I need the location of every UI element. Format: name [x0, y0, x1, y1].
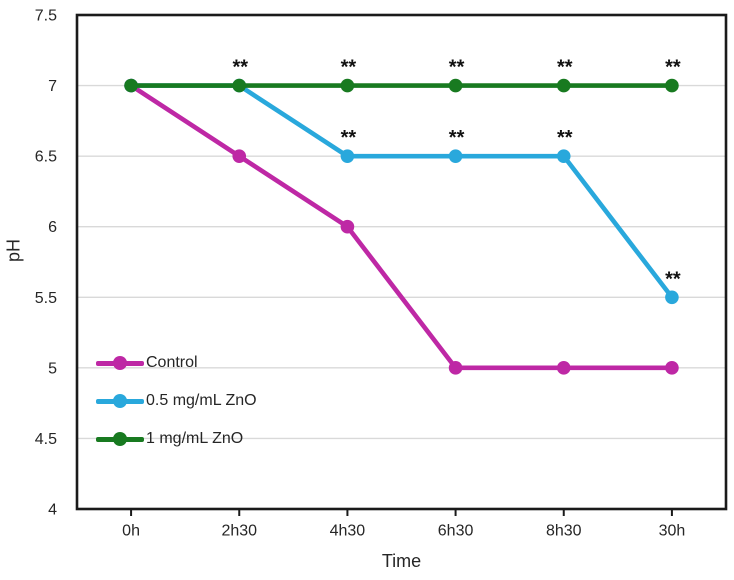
- y-tick-label: 6: [48, 219, 57, 236]
- data-point-0-5-mg-ml-zno-30h: [665, 290, 679, 305]
- legend-marker-dot: [113, 432, 127, 446]
- significance-marker-1-mg-ml-zno-2h30: **: [232, 57, 248, 79]
- y-axis-title: pH: [3, 239, 24, 263]
- data-point-1-mg-ml-zno-8h30: [556, 78, 571, 93]
- legend-label-control: Control: [146, 354, 198, 371]
- data-point-control-6h30: [448, 361, 463, 375]
- x-tick-label: 4h30: [330, 523, 366, 540]
- series-line-control: [128, 83, 675, 371]
- plot-border: [75, 13, 728, 511]
- x-tick-label: 6h30: [438, 523, 474, 540]
- data-point-1-mg-ml-zno-4h30: [340, 78, 355, 93]
- data-point-1-mg-ml-zno-30h: [665, 78, 679, 93]
- data-point-0-5-mg-ml-zno-4h30: [340, 149, 355, 163]
- significance-marker-0-5-mg-ml-zno-30h: **: [665, 268, 681, 290]
- y-tick-label: 4: [48, 502, 57, 519]
- legend-marker-dot: [113, 356, 127, 370]
- significance-marker-0-5-mg-ml-zno-8h30: **: [557, 127, 573, 149]
- y-tick-label: 5.5: [35, 290, 57, 307]
- significance-marker-1-mg-ml-zno-6h30: **: [449, 57, 465, 79]
- y-tick-label: 5: [48, 360, 57, 377]
- series-line-0-5-mg-ml-zno: [128, 83, 675, 300]
- data-point-control-8h30: [556, 361, 571, 375]
- x-tick-label: 8h30: [546, 523, 582, 540]
- legend-item-zno-1: 1 mg/mL ZnO: [96, 427, 257, 451]
- significance-marker-0-5-mg-ml-zno-4h30: **: [341, 127, 357, 149]
- legend: Control 0.5 mg/mL ZnO 1 mg/mL ZnO: [96, 351, 257, 451]
- data-point-0-5-mg-ml-zno-8h30: [556, 149, 571, 163]
- significance-marker-1-mg-ml-zno-8h30: **: [557, 57, 573, 79]
- y-tick-label: 7: [48, 78, 57, 95]
- legend-swatch-zno-1: [96, 427, 144, 451]
- legend-item-control: Control: [96, 351, 257, 375]
- data-point-control-4h30: [340, 219, 355, 234]
- data-point-control-30h: [665, 361, 679, 375]
- legend-item-zno-05: 0.5 mg/mL ZnO: [96, 389, 257, 413]
- legend-label-zno-1: 1 mg/mL ZnO: [146, 430, 244, 447]
- x-tick-label: 0h: [122, 523, 140, 540]
- legend-swatch-control: [96, 351, 144, 375]
- data-point-0-5-mg-ml-zno-6h30: [448, 149, 463, 163]
- legend-label-zno-05: 0.5 mg/mL ZnO: [146, 392, 257, 409]
- significance-marker-0-5-mg-ml-zno-6h30: **: [449, 127, 465, 149]
- data-point-control-2h30: [232, 149, 247, 163]
- y-tick-label: 4.5: [35, 431, 57, 448]
- y-tick-label: 7.5: [35, 8, 57, 25]
- x-tick-label: 30h: [659, 523, 686, 540]
- x-tick-label: 2h30: [221, 523, 257, 540]
- significance-marker-1-mg-ml-zno-4h30: **: [341, 57, 357, 79]
- significance-marker-1-mg-ml-zno-30h: **: [665, 57, 681, 79]
- legend-swatch-zno-05: [96, 389, 144, 413]
- data-point-1-mg-ml-zno-0h: [124, 78, 138, 93]
- data-point-1-mg-ml-zno-6h30: [448, 78, 463, 93]
- legend-marker-dot: [113, 394, 127, 408]
- x-axis-title: Time: [381, 551, 422, 571]
- data-point-1-mg-ml-zno-2h30: [232, 78, 247, 93]
- y-tick-label: 6.5: [35, 149, 57, 166]
